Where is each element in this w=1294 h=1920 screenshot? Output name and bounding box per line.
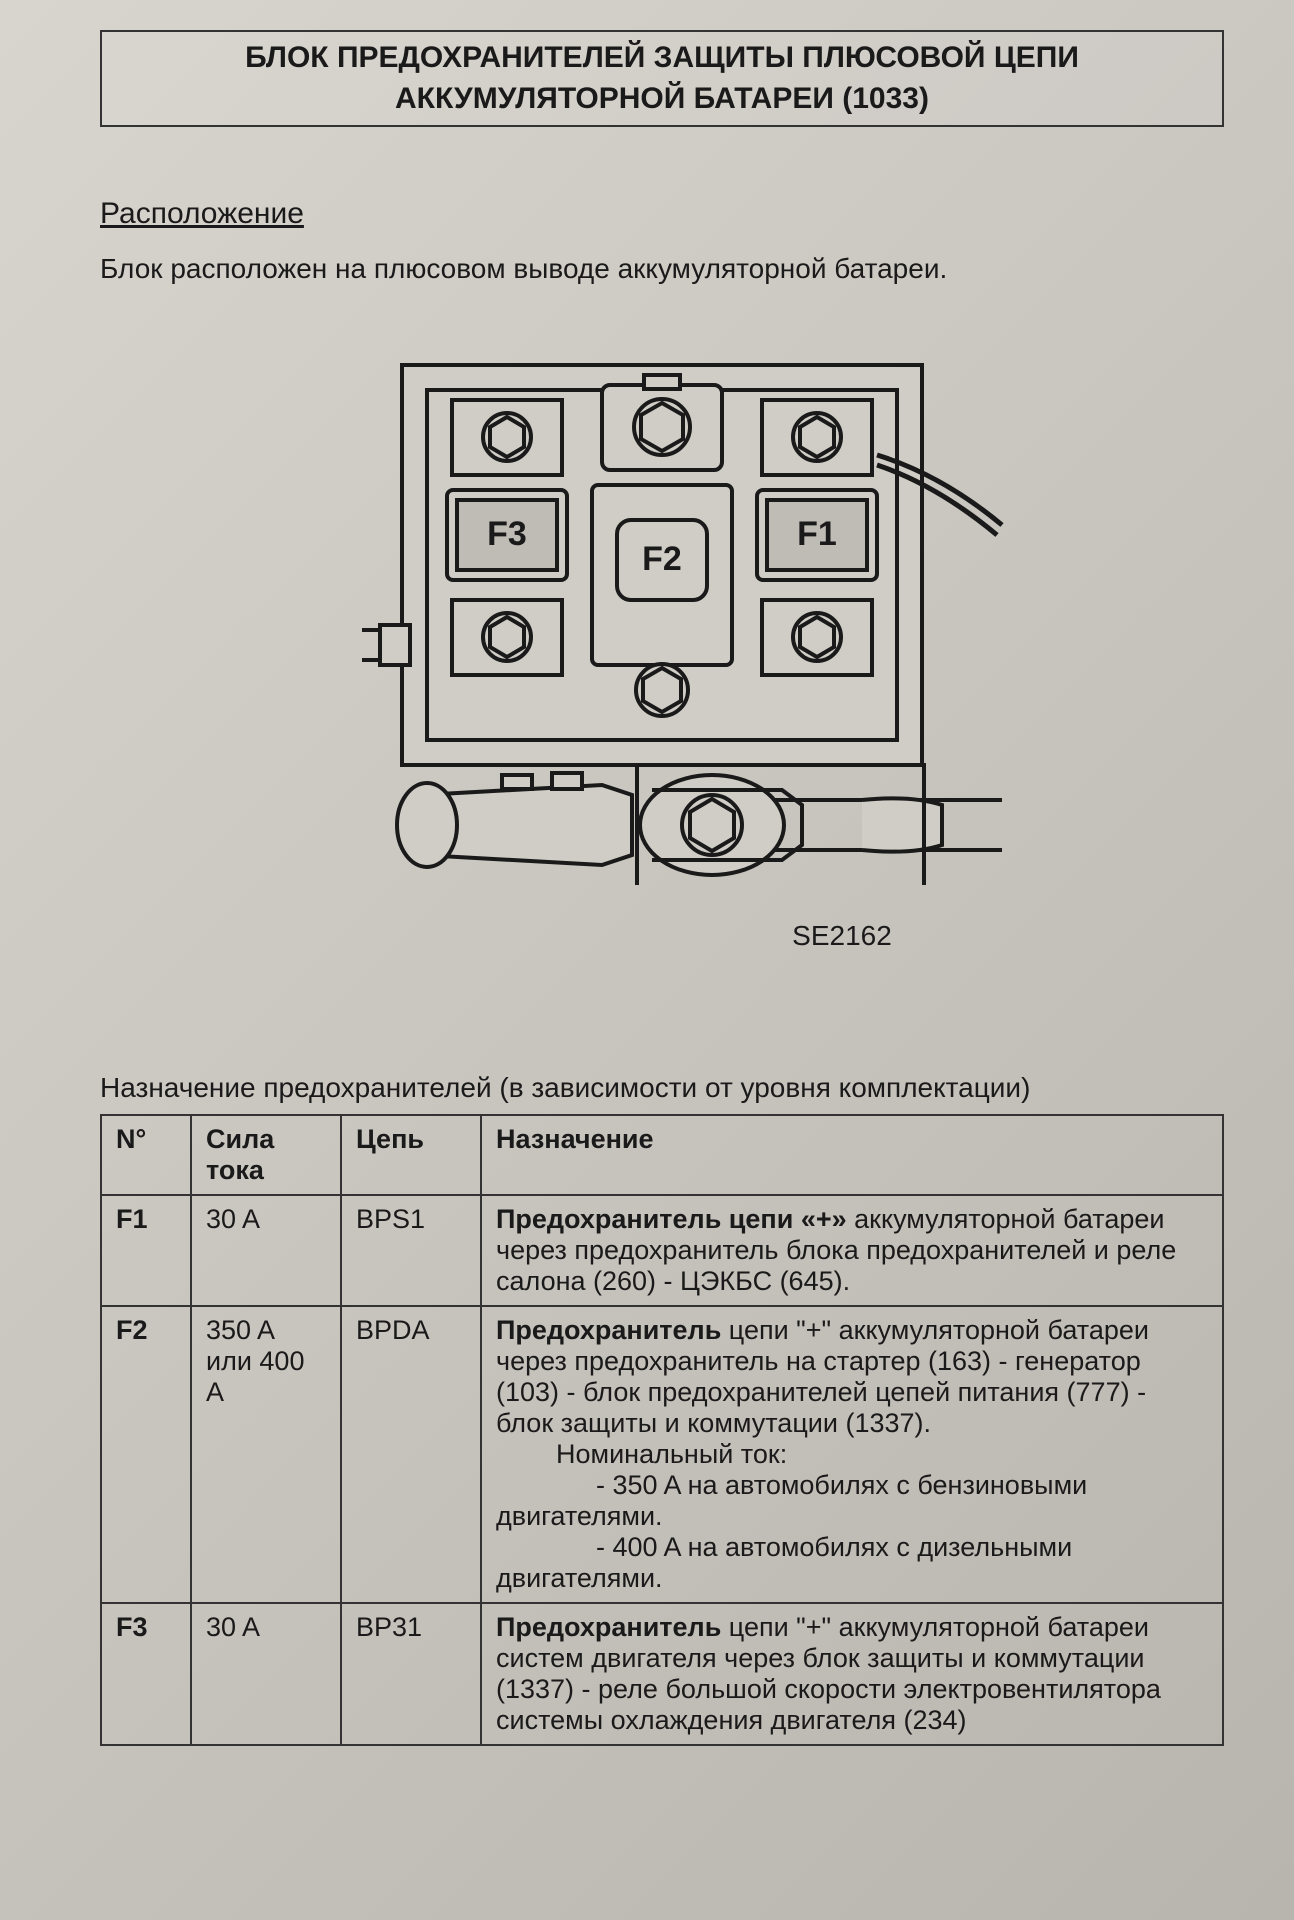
th-number: N°: [101, 1115, 191, 1195]
cell-amp: 350 A или 400 A: [191, 1306, 341, 1603]
table-header-row: N° Сила тока Цепь Назначение: [101, 1115, 1223, 1195]
title-line1: БЛОК ПРЕДОХРАНИТЕЛЕЙ ЗАЩИТЫ ПЛЮСОВОЙ ЦЕП…: [116, 38, 1208, 79]
cell-desc: Предохранитель цепи "+" аккумуляторной б…: [481, 1603, 1223, 1745]
desc-bold: Предохранитель цепи «+»: [496, 1204, 847, 1234]
cell-n: F3: [101, 1603, 191, 1745]
cell-n: F2: [101, 1306, 191, 1603]
desc-bold: Предохранитель: [496, 1315, 721, 1345]
cell-n: F1: [101, 1195, 191, 1306]
table-row: F3 30 A BP31 Предохранитель цепи "+" акк…: [101, 1603, 1223, 1745]
cell-amp: 30 A: [191, 1195, 341, 1306]
diagram-label-f1: F1: [797, 515, 837, 553]
location-text: Блок расположен на плюсовом выводе аккум…: [100, 253, 1224, 285]
cell-c: BPDA: [341, 1306, 481, 1603]
desc-sub1: Номинальный ток:: [496, 1439, 1208, 1470]
table-caption: Назначение предохранителей (в зависимост…: [100, 1072, 1224, 1104]
fuse-block-diagram: F3 F2 F1: [100, 345, 1224, 890]
desc-sub3b: двигателями.: [496, 1563, 663, 1593]
page-title-box: БЛОК ПРЕДОХРАНИТЕЛЕЙ ЗАЩИТЫ ПЛЮСОВОЙ ЦЕП…: [100, 30, 1224, 127]
desc-sub2b: двигателями.: [496, 1501, 663, 1531]
fuse-table: N° Сила тока Цепь Назначение F1 30 A BPS…: [100, 1114, 1224, 1746]
desc-sub2a: - 350 A на автомобилях с бензиновыми: [496, 1470, 1208, 1501]
diagram-reference: SE2162: [100, 920, 1224, 952]
cell-amp: 30 A: [191, 1603, 341, 1745]
cell-desc: Предохранитель цепи "+" аккумуляторной б…: [481, 1306, 1223, 1603]
diagram-label-f2: F2: [642, 540, 682, 578]
table-row: F1 30 A BPS1 Предохранитель цепи «+» акк…: [101, 1195, 1223, 1306]
desc-sub3a: - 400 A на автомобилях с дизельными: [496, 1532, 1208, 1563]
th-circuit: Цепь: [341, 1115, 481, 1195]
cell-desc: Предохранитель цепи «+» аккумуляторной б…: [481, 1195, 1223, 1306]
desc-bold: Предохранитель: [496, 1612, 721, 1642]
location-heading: Расположение: [100, 197, 1224, 231]
table-row: F2 350 A или 400 A BPDA Предохранитель ц…: [101, 1306, 1223, 1603]
th-desc: Назначение: [481, 1115, 1223, 1195]
cell-c: BPS1: [341, 1195, 481, 1306]
th-amp: Сила тока: [191, 1115, 341, 1195]
cell-c: BP31: [341, 1603, 481, 1745]
title-line2: АККУМУЛЯТОРНОЙ БАТАРЕИ (1033): [116, 79, 1208, 120]
diagram-label-f3: F3: [487, 515, 527, 553]
